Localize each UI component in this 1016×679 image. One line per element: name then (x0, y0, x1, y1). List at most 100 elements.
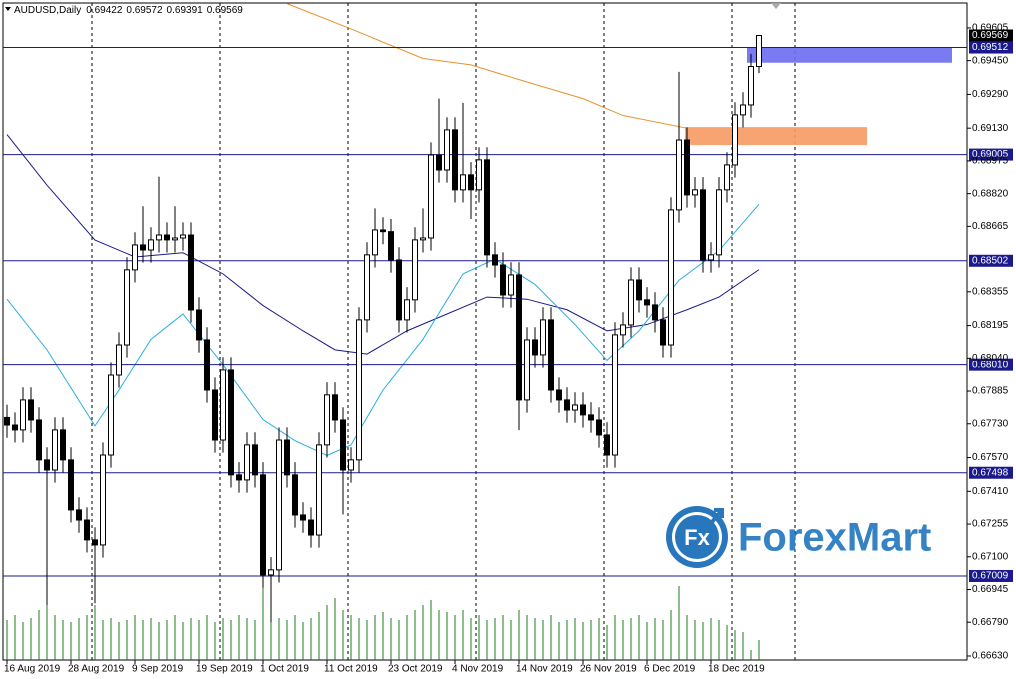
watermark-arrow (705, 508, 724, 530)
candle-body (436, 154, 442, 171)
candle-body (460, 174, 466, 191)
x-tick-label: 26 Nov 2019 (580, 664, 637, 675)
candle-body (524, 339, 530, 401)
candle-body (188, 234, 194, 311)
y-tick-label: 0.67100 (972, 551, 1009, 562)
shift-marker (771, 3, 781, 9)
header-close: 0.69569 (207, 5, 244, 16)
candle-body (580, 404, 586, 416)
candle-body (372, 229, 378, 256)
level-label-box (969, 569, 1013, 582)
grid (91, 3, 796, 660)
candle-body (220, 369, 226, 441)
level-label-box (969, 254, 1013, 267)
candle-body (60, 429, 66, 461)
candle-body (500, 264, 506, 296)
x-tick-label: 4 Nov 2019 (452, 664, 504, 675)
x-tick-label: 11 Oct 2019 (324, 664, 378, 675)
candle-body (332, 394, 338, 421)
y-tick-label: 0.68975 (972, 156, 1009, 167)
candle-body (68, 459, 74, 511)
y-tick-label: 0.67255 (972, 519, 1009, 530)
y-tick-label: 0.66790 (972, 617, 1009, 628)
price-label: 0.69569 (972, 30, 1009, 41)
candle-body (268, 569, 274, 576)
zone (747, 47, 952, 63)
candle-body (748, 66, 754, 106)
candle-body (196, 309, 202, 341)
level-label: 0.67498 (972, 467, 1009, 478)
candle-body (396, 259, 402, 321)
candle-body (540, 319, 546, 356)
candle-body (708, 254, 714, 261)
candle-body (572, 404, 578, 411)
x-tick-label: 1 Oct 2019 (260, 664, 309, 675)
candle-body (404, 299, 410, 321)
candle-body (132, 244, 138, 271)
candle-body (508, 274, 514, 296)
symbol-icon (5, 7, 11, 11)
header: AUDUSD,Daily 0.69422 0.69572 0.69391 0.69569 (14, 5, 243, 16)
y-tick-label: 0.68040 (972, 353, 1009, 364)
y-tick-label: 0.68665 (972, 221, 1009, 232)
candle-body (548, 319, 554, 391)
candle-body (516, 274, 522, 401)
candle-body (92, 539, 98, 546)
candle-body (252, 444, 258, 476)
candle-body (468, 174, 474, 191)
candle-body (212, 389, 218, 441)
level-label: 0.68502 (972, 255, 1009, 266)
candle-body (652, 304, 658, 321)
y-tick-label: 0.67570 (972, 452, 1009, 463)
candle-body (204, 339, 210, 391)
x-tick-label: 14 Nov 2019 (516, 664, 573, 675)
candle-body (348, 459, 354, 471)
candle-body (228, 369, 234, 476)
watermark-text: ForexMart (738, 516, 931, 560)
candle-body (44, 459, 50, 471)
candle-body (700, 189, 706, 261)
candle-body (156, 234, 162, 241)
candle-body (284, 439, 290, 476)
candle-body (684, 139, 690, 196)
level-label-box (969, 41, 1013, 54)
candle-body (28, 399, 34, 421)
candle-body (108, 374, 114, 456)
y-tick-label: 0.68820 (972, 188, 1009, 199)
candle-body (612, 334, 618, 456)
header-high: 0.69572 (126, 5, 163, 16)
axis-layer: 0.69605 0.69450 0.69290 0.69130 0.68975 0.688… (4, 23, 1013, 675)
candle-body (636, 279, 642, 301)
candle-body (84, 519, 90, 541)
x-tick-label: 28 Aug 2019 (68, 664, 125, 675)
candle-body (244, 444, 250, 481)
zones-layer (685, 47, 952, 146)
y-tick-label: 0.68355 (972, 286, 1009, 297)
candle-body (484, 159, 490, 256)
candle-body (532, 339, 538, 356)
candle-body (4, 416, 10, 426)
candle-body (124, 269, 130, 346)
header-low: 0.69391 (167, 5, 204, 16)
levels-layer: 0.69512 0.69005 0.68502 0.68010 0.67498 0.670… (3, 41, 1013, 582)
candle-body (724, 164, 730, 191)
x-tick-label: 19 Sep 2019 (196, 664, 253, 675)
candle-body (20, 399, 26, 431)
candle-body (356, 319, 362, 461)
y-tick-label: 0.69450 (972, 55, 1009, 66)
candle-body (588, 414, 594, 421)
x-tick-label: 9 Sep 2019 (132, 664, 184, 675)
candle-body (756, 35, 762, 68)
candle-body (732, 114, 738, 166)
candle-body (676, 139, 682, 211)
level-label: 0.67009 (972, 571, 1009, 582)
candle-body (340, 419, 346, 471)
y-tick-label: 0.67410 (972, 486, 1009, 497)
candle-body (36, 419, 42, 461)
header-open: 0.69422 (86, 5, 123, 16)
level-label: 0.69005 (972, 149, 1009, 160)
candle-body (596, 419, 602, 436)
x-tick-label: 23 Oct 2019 (388, 664, 443, 675)
y-tick-label: 0.66945 (972, 584, 1009, 595)
